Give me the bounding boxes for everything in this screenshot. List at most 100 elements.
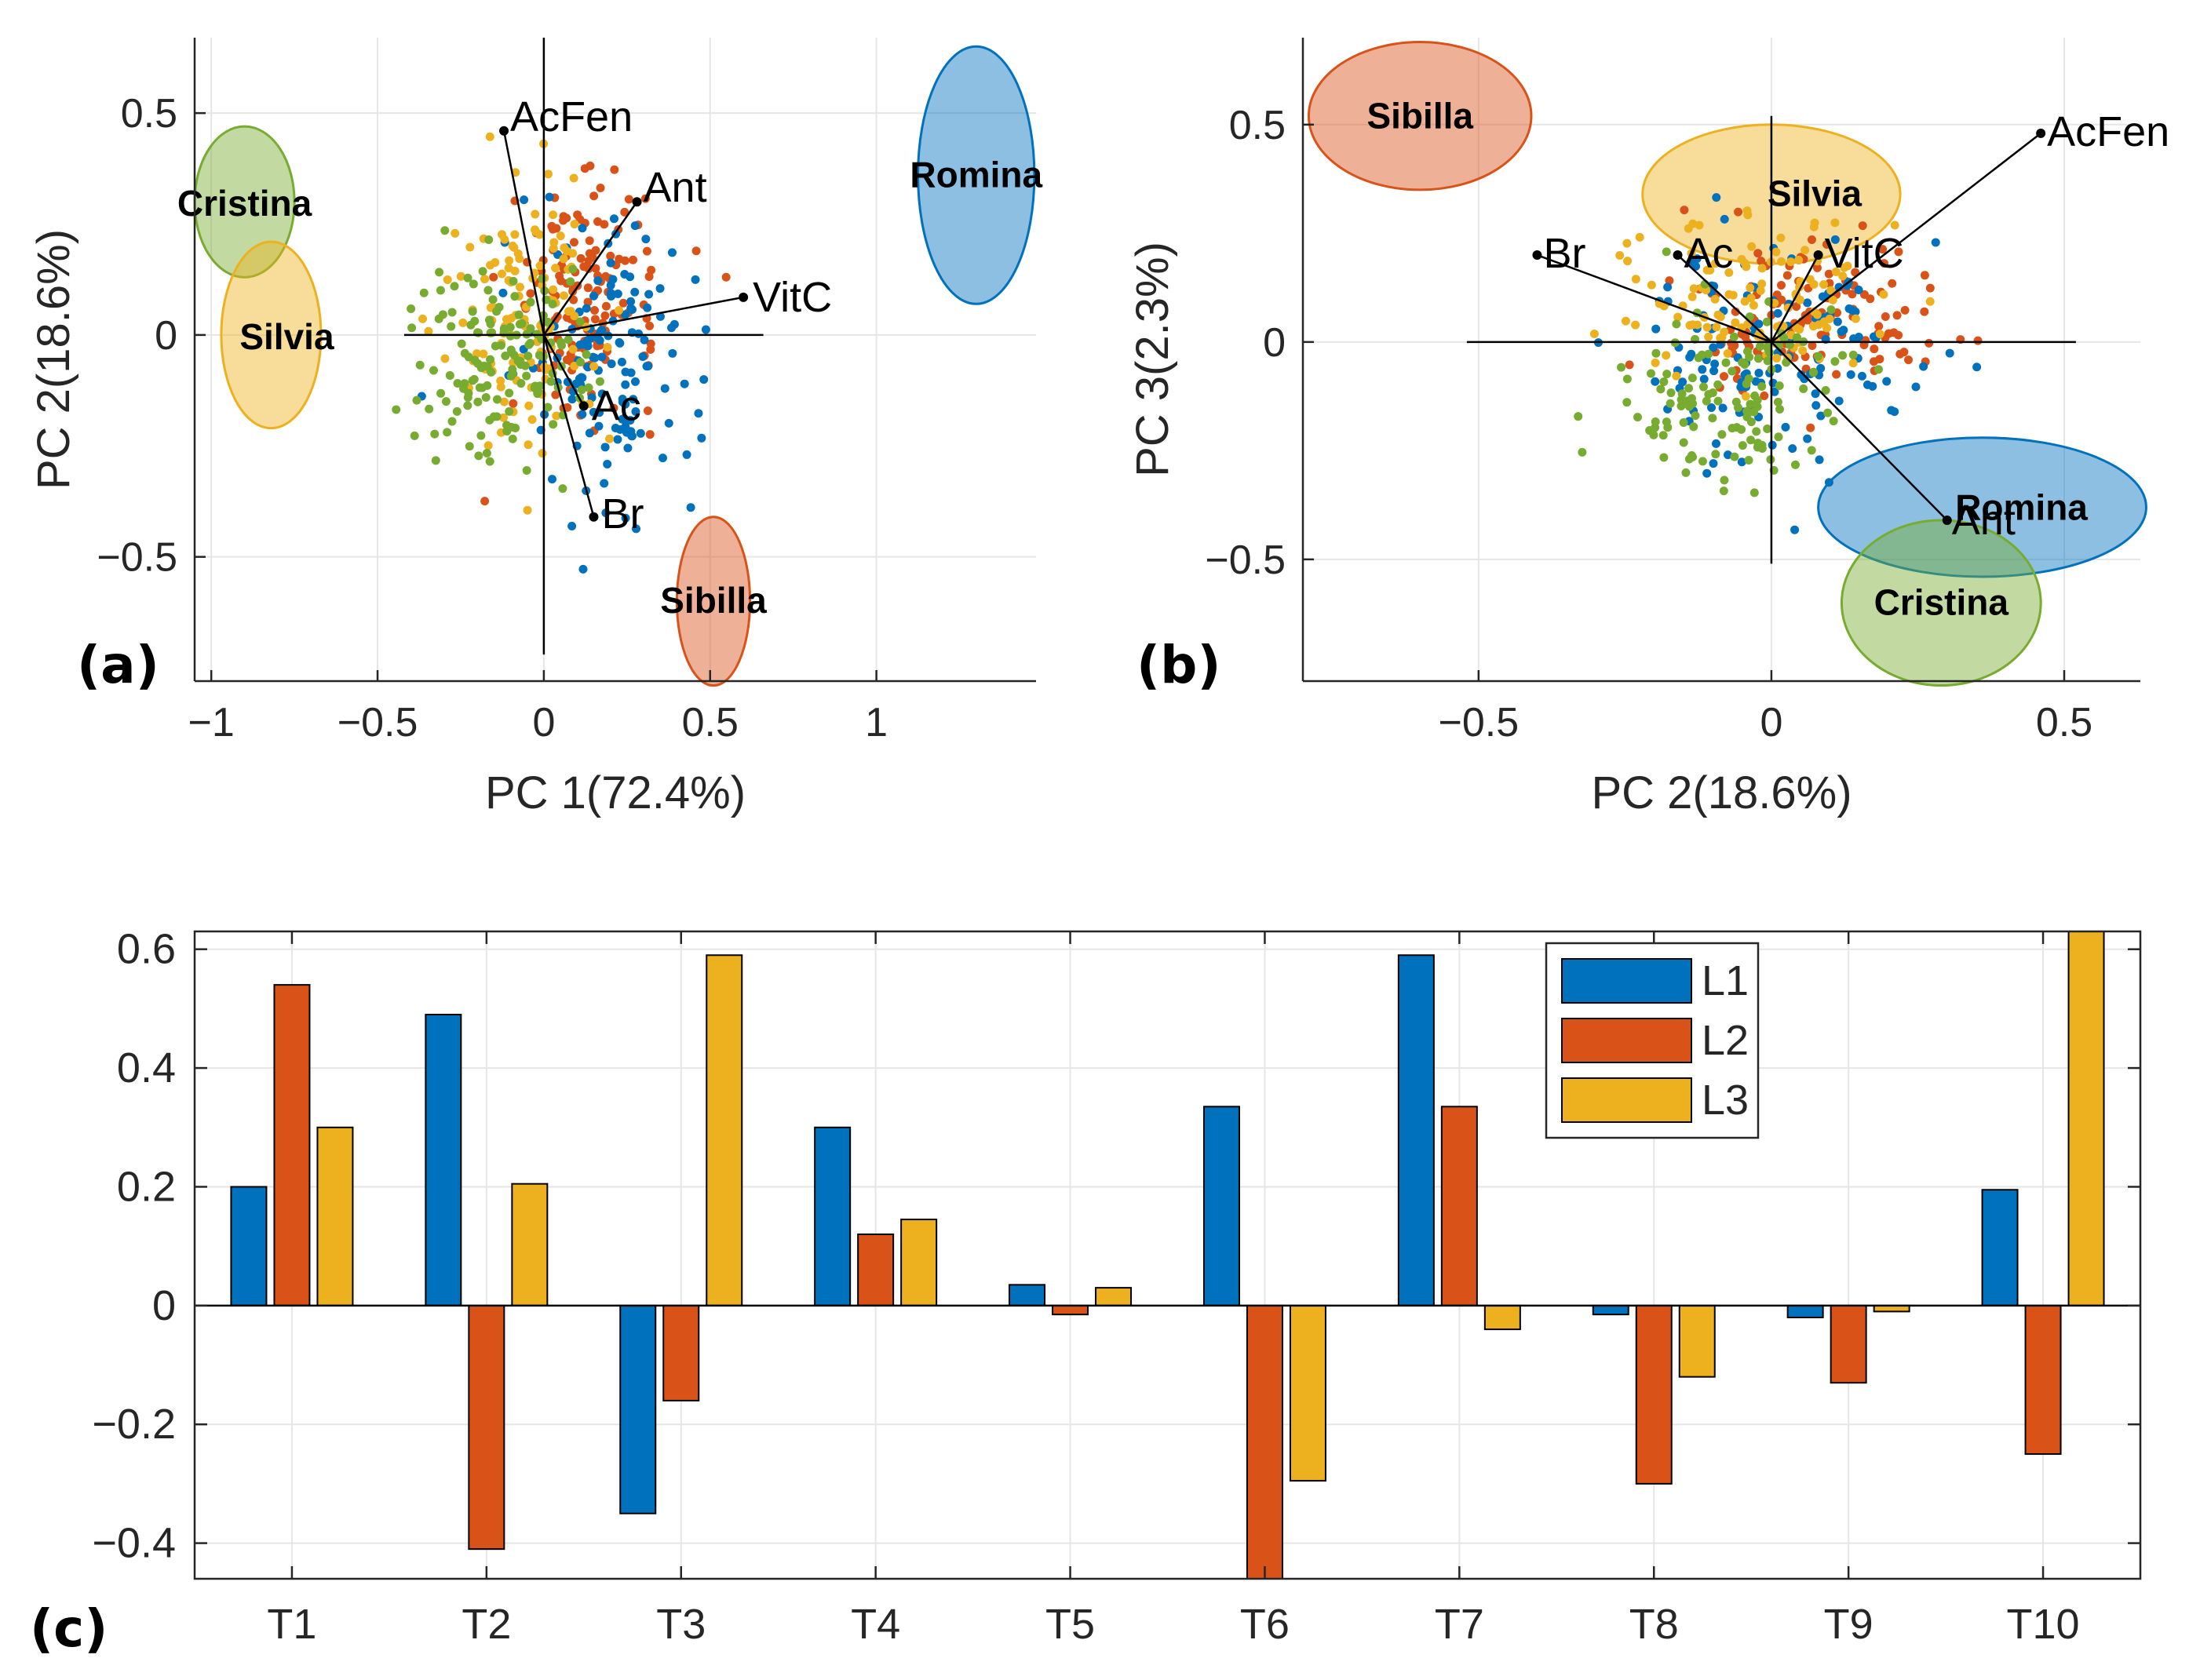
score-point [621, 380, 630, 389]
score-point [482, 449, 491, 458]
score-point [1890, 220, 1899, 230]
score-point [569, 238, 578, 247]
score-point [1746, 399, 1755, 409]
score-point [483, 286, 493, 295]
score-point [578, 340, 587, 349]
score-point [479, 349, 488, 359]
score-point [626, 416, 635, 425]
score-point [1678, 377, 1687, 387]
score-point [1728, 290, 1738, 300]
score-point [559, 216, 568, 225]
x-tick-label: 0 [532, 700, 555, 745]
score-point [1746, 435, 1756, 445]
score-point [505, 388, 514, 398]
score-point [424, 326, 433, 336]
score-point [620, 207, 629, 217]
score-point [1651, 348, 1661, 358]
bar-l2-t10 [2024, 1304, 2062, 1456]
loading-vector-ant [542, 201, 638, 336]
x-tick-label: −0.5 [1439, 700, 1520, 745]
score-point [1811, 401, 1821, 410]
score-point [510, 230, 520, 239]
score-point [1672, 319, 1681, 329]
score-point [1684, 224, 1693, 233]
score-point [628, 255, 637, 264]
score-point [1831, 267, 1841, 276]
score-point [508, 434, 517, 443]
score-point [1711, 439, 1720, 448]
panel-label: (a) [77, 635, 159, 695]
score-point [609, 214, 618, 224]
score-point [1625, 360, 1634, 370]
bar-l2-t5 [1052, 1304, 1089, 1316]
score-point [1662, 247, 1671, 257]
loading-label-ant: Ant [644, 164, 707, 211]
score-point [516, 379, 526, 388]
score-point [1814, 352, 1823, 361]
score-point [1635, 232, 1644, 242]
score-point [1920, 271, 1929, 280]
score-point [1753, 249, 1763, 258]
score-point [1688, 453, 1698, 462]
score-point [476, 363, 486, 373]
loading-vector-br [1537, 253, 1772, 344]
score-point [1900, 305, 1910, 315]
score-point [613, 435, 622, 444]
score-point [620, 256, 629, 265]
score-point [476, 431, 486, 440]
score-point [569, 173, 578, 183]
score-point [1846, 370, 1855, 379]
score-point [545, 192, 554, 202]
score-point [1749, 301, 1758, 310]
score-point [1859, 290, 1869, 299]
score-point [1647, 369, 1656, 378]
score-point [1685, 352, 1695, 362]
score-point [1781, 422, 1790, 432]
score-point [1925, 297, 1935, 306]
score-point [1693, 320, 1702, 330]
score-point [1816, 363, 1826, 373]
score-point [1621, 316, 1630, 326]
score-point [496, 341, 505, 350]
score-point [1894, 247, 1903, 257]
score-point [552, 411, 561, 421]
score-point [568, 344, 578, 354]
score-point [1737, 457, 1746, 467]
score-point [1973, 336, 1983, 345]
score-point [582, 304, 591, 313]
score-point [524, 401, 534, 410]
score-point [613, 289, 622, 298]
score-point [589, 291, 598, 301]
score-point [555, 271, 564, 281]
score-point [1774, 432, 1783, 442]
score-point [1760, 391, 1769, 400]
score-point [551, 264, 560, 273]
score-point [392, 405, 401, 414]
bar-l2-t1 [273, 984, 311, 1306]
score-point [472, 349, 482, 359]
score-point [590, 315, 600, 324]
score-point [1702, 323, 1712, 332]
score-point [1777, 295, 1786, 304]
loading-vector-vitc [1770, 254, 1819, 343]
score-point [1662, 370, 1672, 379]
bar-l2-t7 [1440, 1106, 1478, 1306]
score-point [1631, 320, 1640, 330]
x-tick-label: T9 [1824, 1601, 1873, 1648]
score-point [559, 291, 568, 301]
score-point [1794, 255, 1804, 264]
score-point [1892, 311, 1902, 320]
score-point [443, 275, 452, 284]
loading-point-br [1532, 250, 1542, 261]
score-points [1574, 193, 1983, 534]
loading-point-vitc [1813, 250, 1823, 261]
score-point [618, 298, 628, 308]
score-point [491, 257, 500, 267]
score-point [1647, 280, 1656, 290]
bar-l1-t8 [1592, 1304, 1629, 1316]
score-point [1574, 412, 1583, 421]
score-point [1873, 365, 1883, 374]
score-point [469, 279, 478, 289]
score-point [638, 352, 648, 361]
